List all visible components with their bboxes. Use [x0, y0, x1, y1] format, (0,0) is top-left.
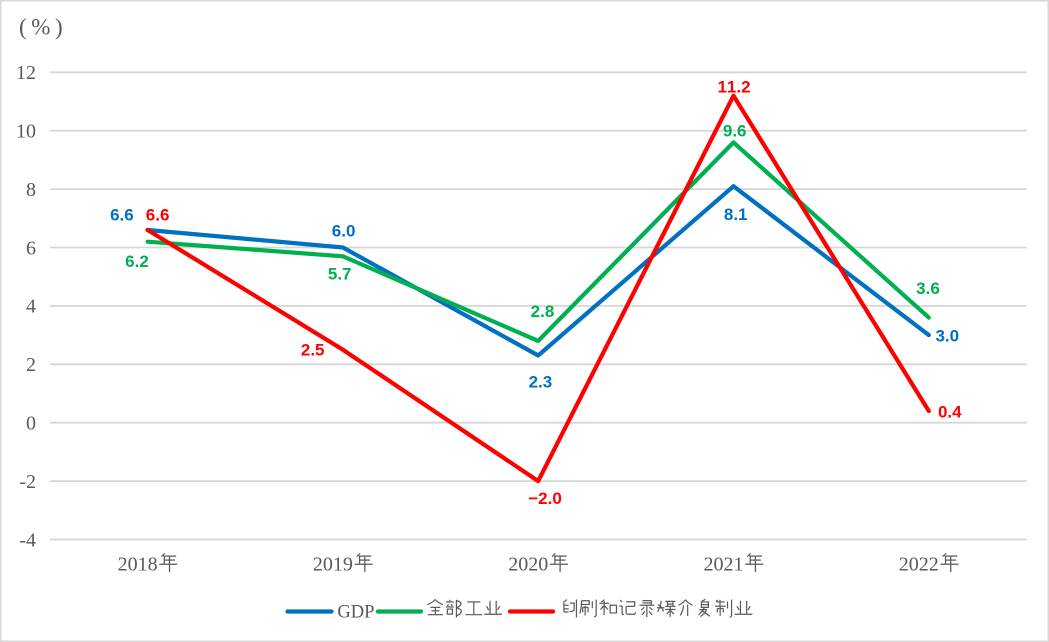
svg-text:4: 4 [26, 296, 36, 318]
svg-text:0.4: 0.4 [938, 402, 962, 421]
svg-text:10: 10 [16, 121, 36, 143]
svg-text:2: 2 [26, 354, 36, 376]
svg-text:11.2: 11.2 [717, 77, 750, 96]
svg-text:6.6: 6.6 [146, 206, 170, 225]
svg-text:2.3: 2.3 [529, 373, 553, 392]
svg-text:12: 12 [16, 62, 36, 84]
svg-text:-2: -2 [19, 471, 36, 493]
svg-text:6: 6 [26, 237, 36, 259]
svg-text:6.6: 6.6 [110, 206, 134, 225]
svg-text:-4: -4 [19, 529, 36, 551]
svg-text:( % ): ( % ) [19, 15, 63, 40]
svg-text:−2.0: −2.0 [528, 489, 562, 508]
svg-text:3.6: 3.6 [916, 279, 940, 298]
svg-text:8: 8 [26, 179, 36, 201]
svg-text:0: 0 [26, 413, 36, 435]
svg-text:6.0: 6.0 [332, 222, 356, 241]
svg-text:2019: 2019 [313, 554, 353, 576]
svg-text:2.8: 2.8 [531, 302, 555, 321]
svg-text:5.7: 5.7 [328, 264, 352, 283]
svg-text:8.1: 8.1 [724, 205, 748, 224]
svg-text:2.5: 2.5 [301, 340, 325, 359]
svg-text:GDP: GDP [337, 603, 374, 623]
svg-text:2018: 2018 [118, 554, 158, 576]
svg-text:2020: 2020 [508, 554, 548, 576]
svg-text:9.6: 9.6 [723, 121, 747, 140]
svg-text:3.0: 3.0 [935, 326, 959, 345]
svg-text:6.2: 6.2 [125, 252, 149, 271]
svg-text:2021: 2021 [704, 554, 744, 576]
svg-text:2022: 2022 [899, 554, 939, 576]
